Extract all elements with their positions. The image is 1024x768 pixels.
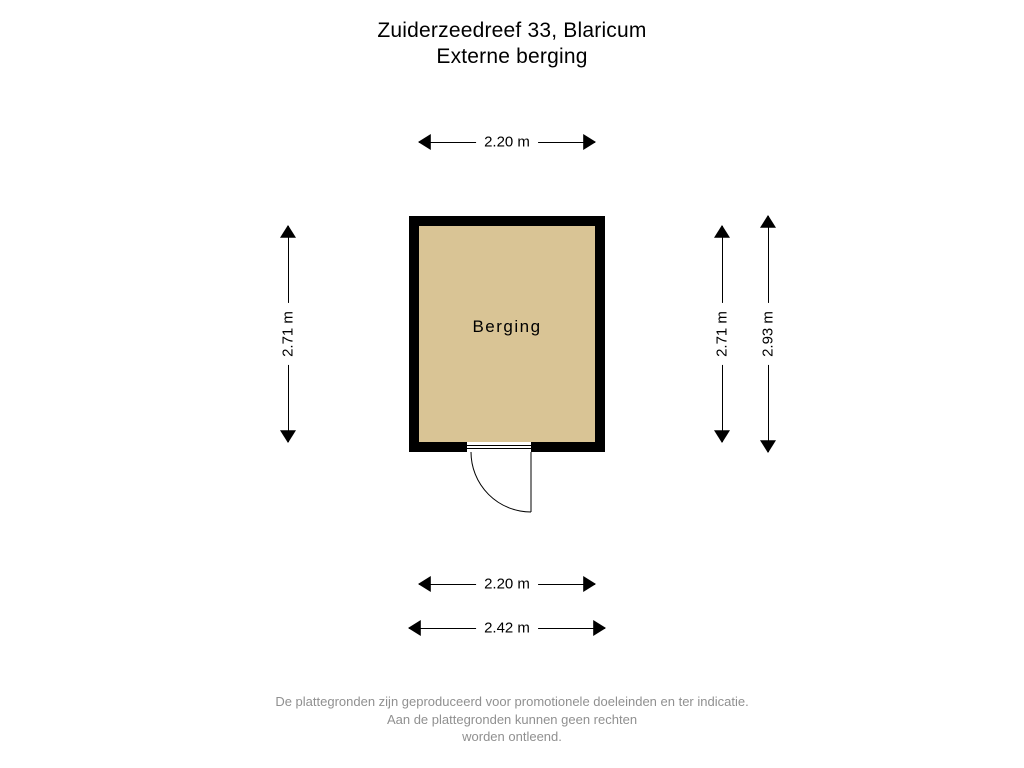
dimension-height-right-outer: 2.93 m [760,216,776,452]
dimension-label: 2.71 m [280,303,297,365]
title-subcaption: Externe berging [0,44,1024,70]
door-frame-line [467,445,531,446]
dimension-label: 2.20 m [476,134,538,151]
title-block: Zuiderzeedreef 33, Blaricum Externe berg… [0,18,1024,71]
dimension-width-top-inner: 2.20 m [419,134,595,150]
room-label: Berging [419,317,595,337]
dimension-height-right-inner: 2.71 m [714,226,730,442]
floorplan-page: Zuiderzeedreef 33, Blaricum Externe berg… [0,0,1024,768]
dimension-width-bottom-inner: 2.20 m [419,576,595,592]
dimension-height-left-inner: 2.71 m [280,226,296,442]
dimension-width-bottom-outer: 2.42 m [409,620,605,636]
disclaimer-line: worden ontleend. [0,728,1024,746]
dimension-label: 2.71 m [714,303,731,365]
title-address: Zuiderzeedreef 33, Blaricum [0,18,1024,44]
dimension-label: 2.42 m [476,620,538,637]
door-frame-line [467,448,531,449]
disclaimer-line: De plattegronden zijn geproduceerd voor … [0,693,1024,711]
dimension-label: 2.93 m [760,303,777,365]
dimension-label: 2.20 m [476,576,538,593]
door-swing [469,450,533,514]
disclaimer-footer: De plattegronden zijn geproduceerd voor … [0,693,1024,746]
disclaimer-line: Aan de plattegronden kunnen geen rechten [0,711,1024,729]
